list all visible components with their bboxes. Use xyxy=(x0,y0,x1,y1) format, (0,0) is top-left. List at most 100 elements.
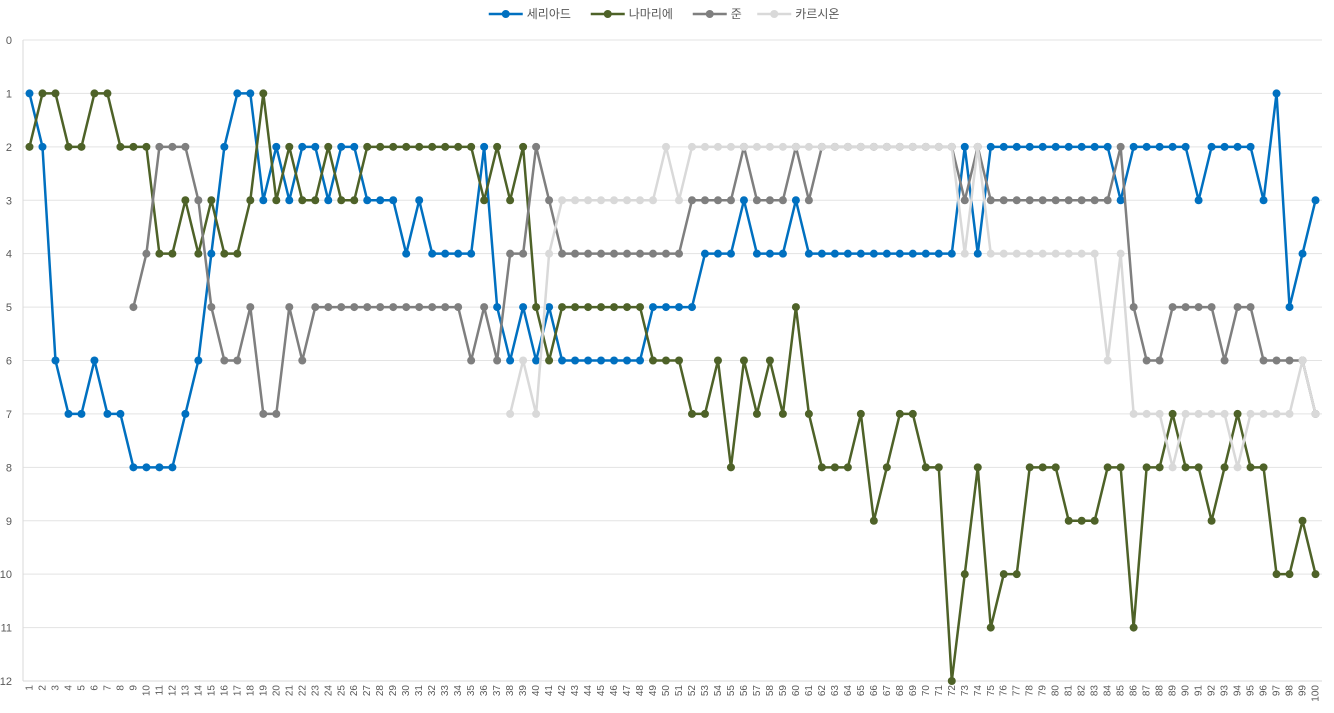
y-tick-label: 6 xyxy=(6,356,12,368)
data-point xyxy=(713,196,722,205)
data-point xyxy=(713,142,722,151)
data-point xyxy=(1103,196,1112,205)
x-tick-label: 76 xyxy=(999,685,1010,697)
data-point xyxy=(480,196,489,205)
series-2 xyxy=(25,89,1320,685)
data-point xyxy=(765,196,774,205)
data-point xyxy=(1233,409,1242,418)
y-tick-label: 7 xyxy=(6,409,12,421)
data-point xyxy=(674,303,683,312)
x-tick-label: 26 xyxy=(349,685,360,697)
x-tick-label: 30 xyxy=(401,685,412,697)
x-tick-label: 59 xyxy=(778,685,789,697)
data-point xyxy=(882,249,891,258)
y-tick-label: 0 xyxy=(6,35,12,47)
data-point xyxy=(51,356,60,365)
series-line xyxy=(28,92,1317,469)
data-point xyxy=(467,249,476,258)
data-point xyxy=(649,196,658,205)
data-point xyxy=(921,249,930,258)
data-point xyxy=(623,196,632,205)
data-point xyxy=(623,303,632,312)
data-point xyxy=(207,303,216,312)
data-point xyxy=(493,142,502,151)
data-point xyxy=(90,89,99,98)
data-point xyxy=(1207,409,1216,418)
data-point xyxy=(791,196,800,205)
data-point xyxy=(687,409,696,418)
x-tick-label: 22 xyxy=(297,685,308,697)
data-point xyxy=(428,142,437,151)
data-point xyxy=(947,677,956,685)
data-point xyxy=(1207,516,1216,525)
data-point xyxy=(519,303,528,312)
x-tick-label: 52 xyxy=(687,685,698,697)
legend-marker-icon xyxy=(770,10,779,18)
data-point xyxy=(700,142,709,151)
x-tick-label: 3 xyxy=(50,685,61,691)
x-tick-label: 31 xyxy=(414,685,425,697)
data-point xyxy=(207,249,216,258)
x-tick-label: 60 xyxy=(791,685,802,697)
data-point xyxy=(1194,409,1203,418)
data-point xyxy=(804,249,813,258)
x-tick-label: 77 xyxy=(1012,685,1023,697)
data-point xyxy=(882,463,891,472)
data-point xyxy=(999,142,1008,151)
x-tick-label: 16 xyxy=(219,685,230,697)
data-point xyxy=(662,303,671,312)
data-point xyxy=(804,196,813,205)
data-point xyxy=(129,142,138,151)
data-point xyxy=(571,356,580,365)
data-point xyxy=(454,303,463,312)
data-point xyxy=(752,409,761,418)
data-point xyxy=(830,249,839,258)
data-point xyxy=(649,356,658,365)
data-point xyxy=(389,196,398,205)
data-point xyxy=(168,249,177,258)
x-tick-label: 57 xyxy=(752,685,763,697)
data-point xyxy=(1168,409,1177,418)
data-point xyxy=(1194,463,1203,472)
data-point xyxy=(726,196,735,205)
data-point xyxy=(272,142,281,151)
data-point xyxy=(662,142,671,151)
data-point xyxy=(519,356,528,365)
data-point xyxy=(1012,570,1021,579)
x-tick-label: 53 xyxy=(700,685,711,697)
data-point xyxy=(1155,356,1164,365)
data-point xyxy=(726,463,735,472)
data-point xyxy=(428,303,437,312)
legend-marker-icon xyxy=(501,10,510,18)
x-tick-label: 96 xyxy=(1259,685,1270,697)
data-point xyxy=(1142,463,1151,472)
x-tick-label: 2 xyxy=(37,685,48,691)
x-tick-label: 97 xyxy=(1272,685,1283,697)
data-point xyxy=(597,249,606,258)
x-tick-label: 83 xyxy=(1090,685,1101,697)
legend-marker-icon xyxy=(603,10,612,18)
data-point xyxy=(389,303,398,312)
data-point xyxy=(856,249,865,258)
data-point xyxy=(259,409,268,418)
x-tick-label: 45 xyxy=(596,685,607,697)
data-point xyxy=(493,356,502,365)
x-tick-label: 17 xyxy=(232,685,243,697)
x-tick-label: 88 xyxy=(1155,685,1166,697)
data-point xyxy=(1233,303,1242,312)
data-point xyxy=(713,249,722,258)
data-point xyxy=(1025,142,1034,151)
data-point xyxy=(921,463,930,472)
data-point xyxy=(726,249,735,258)
data-point xyxy=(1077,142,1086,151)
x-tick-label: 61 xyxy=(804,685,815,697)
data-point xyxy=(1103,356,1112,365)
data-point xyxy=(545,356,554,365)
data-point xyxy=(908,142,917,151)
data-point xyxy=(1090,516,1099,525)
data-point xyxy=(947,142,956,151)
data-point xyxy=(856,142,865,151)
x-tick-label: 99 xyxy=(1298,685,1309,697)
data-point xyxy=(1285,356,1294,365)
